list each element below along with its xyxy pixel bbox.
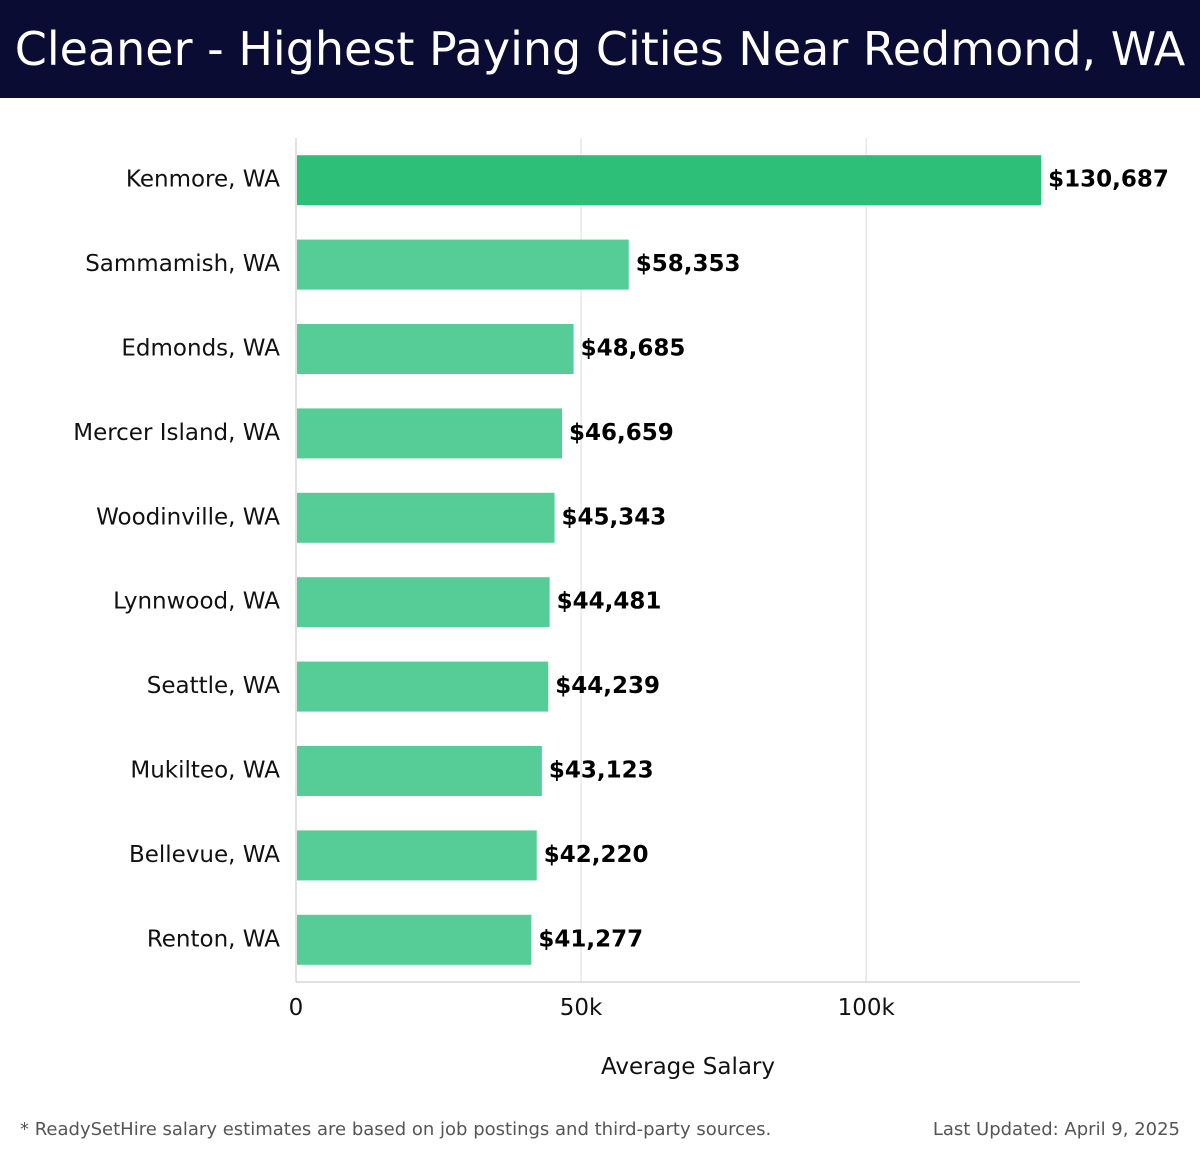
category-label: Renton, WA — [147, 926, 280, 952]
x-tick-label: 0 — [289, 995, 304, 1021]
category-label: Woodinville, WA — [96, 504, 280, 530]
category-label: Edmonds, WA — [121, 336, 280, 362]
category-label: Sammamish, WA — [85, 251, 280, 277]
value-label: $41,277 — [538, 926, 643, 952]
bar-lynnwood-wa — [297, 577, 550, 628]
category-label: Bellevue, WA — [129, 842, 280, 868]
value-label: $43,123 — [549, 758, 654, 784]
bar-seattle-wa — [297, 661, 549, 712]
value-label: $44,239 — [555, 673, 660, 699]
value-label: $48,685 — [581, 336, 686, 362]
value-label: $46,659 — [569, 420, 674, 446]
category-label: Mercer Island, WA — [73, 420, 280, 446]
bar-sammamish-wa — [297, 239, 629, 290]
bar-woodinville-wa — [297, 492, 555, 543]
bar-renton-wa — [297, 914, 532, 965]
category-label: Kenmore, WA — [126, 167, 280, 193]
x-tick-label: 100k — [838, 995, 896, 1021]
bar-mukilteo-wa — [297, 746, 542, 796]
value-label: $44,481 — [557, 589, 662, 615]
value-label: $58,353 — [636, 251, 741, 277]
value-label: $45,343 — [562, 504, 667, 530]
value-label: $42,220 — [544, 842, 649, 868]
x-tick-label: 50k — [560, 995, 603, 1021]
bar-kenmore-wa — [297, 155, 1042, 206]
bar-bellevue-wa — [297, 830, 537, 881]
bar-mercer-island-wa — [297, 408, 563, 459]
category-label: Seattle, WA — [147, 673, 281, 699]
footer-note: * ReadySetHire salary estimates are base… — [20, 1119, 772, 1140]
salary-bar-chart: Kenmore, WA $130,687 Sammamish, WA $58,353 E… — [73, 138, 1169, 1080]
last-updated: Last Updated: April 9, 2025 — [932, 1119, 1180, 1140]
header-banner: Cleaner - Highest Paying Cities Near Red… — [0, 0, 1200, 98]
page-title: Cleaner - Highest Paying Cities Near Red… — [14, 22, 1186, 76]
bar-edmonds-wa — [297, 324, 574, 374]
category-label: Lynnwood, WA — [113, 589, 280, 615]
x-axis-label: Average Salary — [601, 1054, 775, 1080]
value-label: $130,687 — [1048, 167, 1169, 193]
category-label: Mukilteo, WA — [130, 758, 280, 784]
